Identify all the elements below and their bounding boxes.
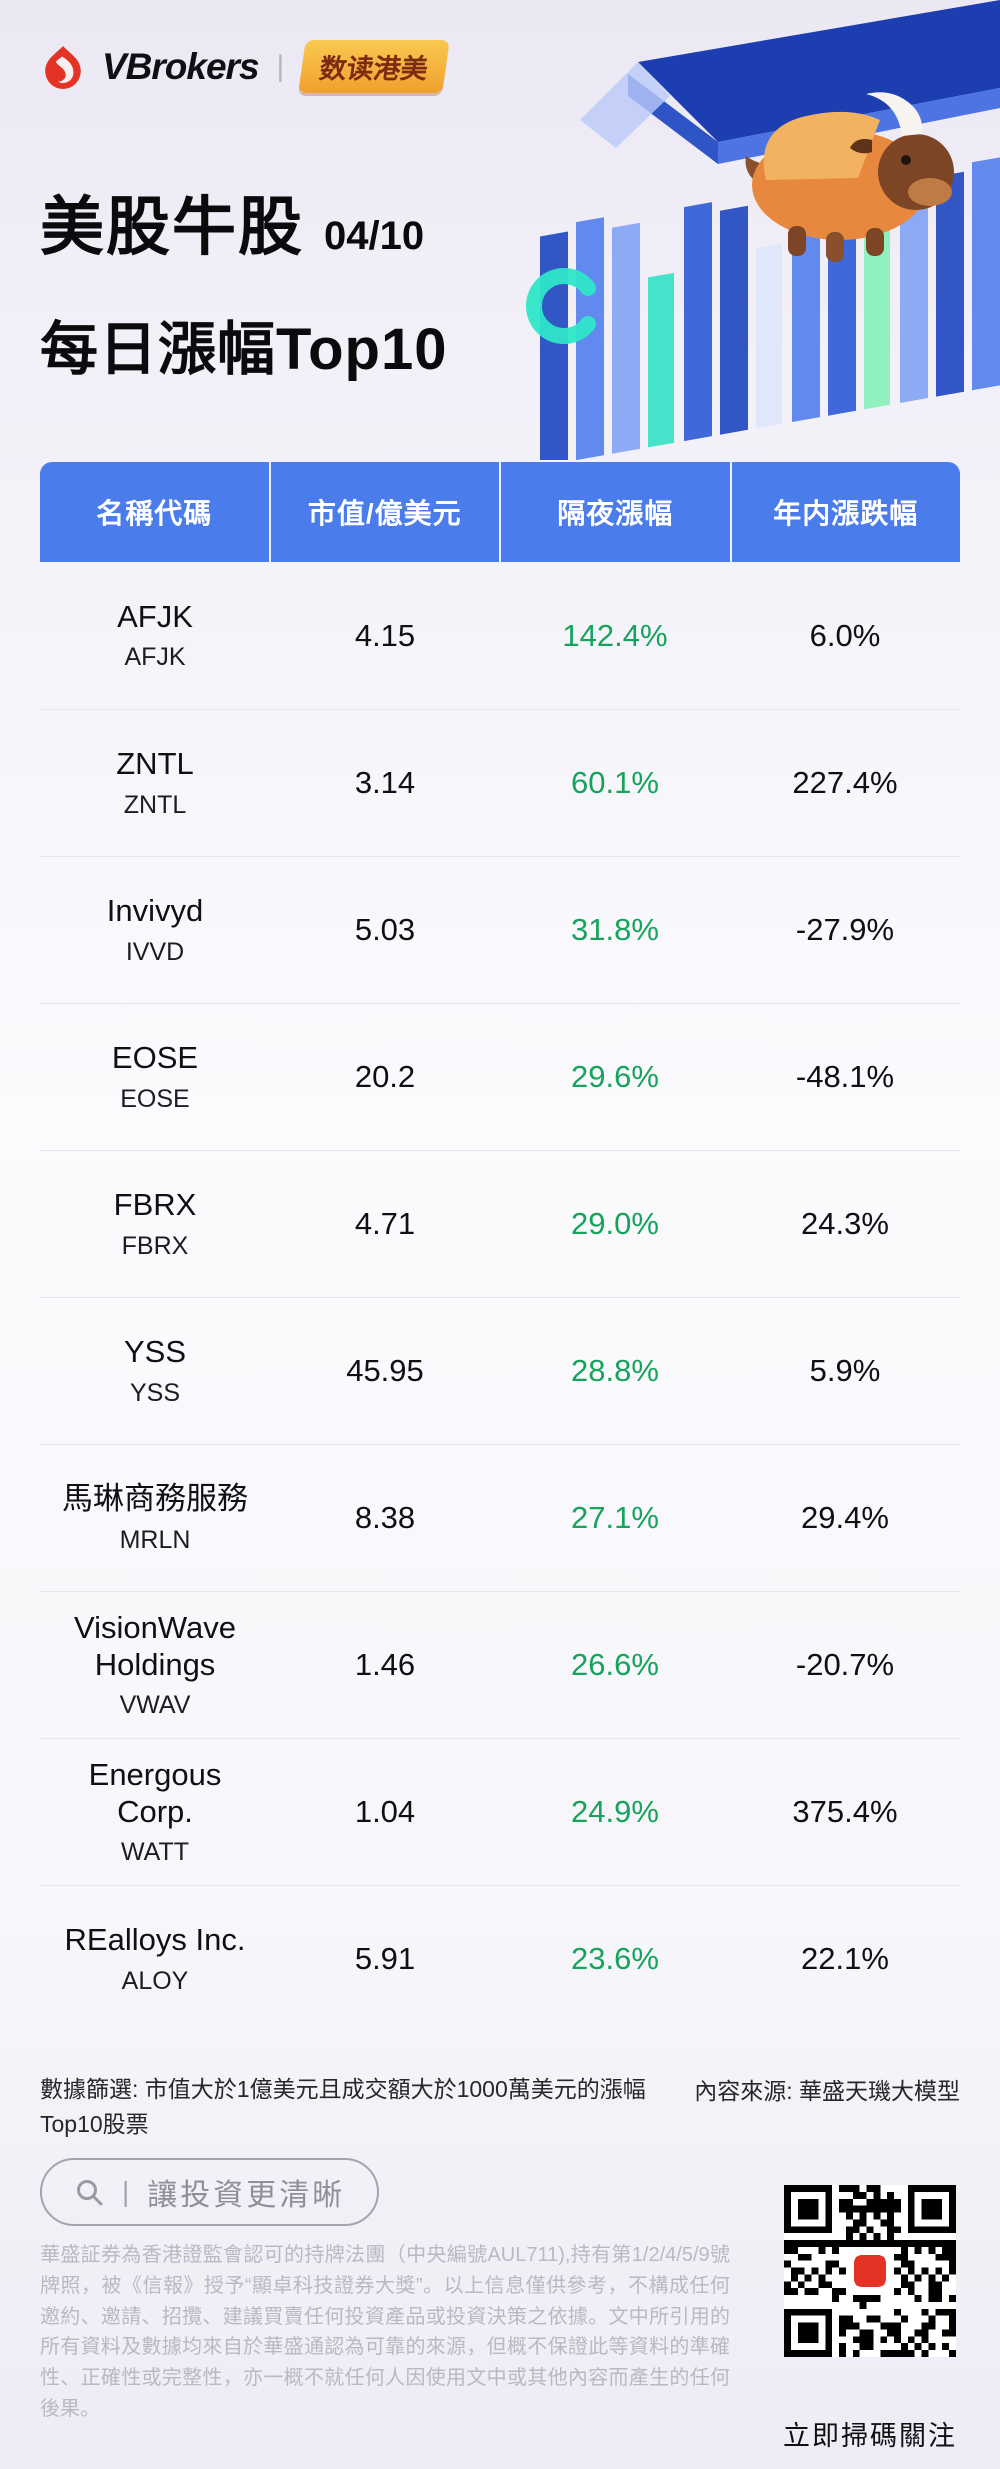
- ytd-change: -20.7%: [795, 1647, 895, 1682]
- market-cap: 5.91: [354, 1941, 416, 1976]
- stock-name: FBRX: [113, 1187, 197, 1223]
- stock-ticker: WATT: [120, 1838, 190, 1867]
- market-cap: 1.46: [354, 1647, 416, 1682]
- ytd-change: 6.0%: [809, 617, 881, 653]
- table-row: 馬琳商務服務 MRLN 8.38 27.1% 29.4%: [40, 1444, 960, 1591]
- stock-ticker: EOSE: [120, 1084, 190, 1113]
- ytd-change: 29.4%: [801, 1500, 889, 1535]
- market-cap: 5.03: [354, 912, 416, 947]
- market-cap: 4.15: [354, 617, 416, 653]
- overnight-change: 28.8%: [571, 1353, 659, 1388]
- overnight-change: 23.6%: [571, 1941, 659, 1976]
- bull-building-illustration: [526, 0, 1000, 460]
- qr-caption: 立即掃碼關注: [783, 2421, 957, 2451]
- qr-column: 立即掃碼關注: [780, 2185, 960, 2453]
- table-row: YSS YSS 45.95 28.8% 5.9%: [40, 1297, 960, 1444]
- brand-name: VBrokers: [102, 45, 260, 87]
- stock-name: VisionWave Holdings: [74, 1609, 236, 1682]
- col-header-overnight: 隔夜漲幅: [499, 462, 730, 562]
- overnight-change: 24.9%: [571, 1794, 659, 1829]
- page-title: 美股牛股: [40, 191, 304, 263]
- stock-ticker: ZNTL: [123, 790, 187, 819]
- table-row: EOSE EOSE 20.2 29.6% -48.1%: [40, 1003, 960, 1150]
- market-cap: 1.04: [354, 1794, 416, 1829]
- brand-badge: 数读港美: [298, 40, 451, 93]
- stock-name: Energous Corp.: [88, 1756, 222, 1829]
- market-cap: 45.95: [346, 1353, 424, 1388]
- gainers-table: 名稱代碼 市值/億美元 隔夜漲幅 年内漲跌幅 AFJK AFJK 4.15 14…: [40, 462, 960, 2032]
- title-date: 04/10: [324, 214, 425, 258]
- table-row: VisionWave Holdings VWAV 1.46 26.6% -20.…: [40, 1591, 960, 1738]
- col-header-ytd: 年内漲跌幅: [729, 462, 961, 562]
- disclaimer-text: 華盛証券為香港證監會認可的持牌法團（中央編號AUL711),持有第1/2/4/5…: [40, 2244, 730, 2420]
- overnight-change: 31.8%: [571, 912, 659, 947]
- ytd-change: 227.4%: [792, 765, 898, 800]
- table-row: ZNTL ZNTL 3.14 60.1% 227.4%: [40, 709, 960, 856]
- market-cap: 8.38: [354, 1500, 416, 1535]
- data-filter-note: 數據篩選: 市值大於1億美元且成交額大於1000萬美元的漲幅Top10股票: [40, 2076, 646, 2137]
- stock-ticker: IVVD: [125, 937, 185, 966]
- brand-divider: |: [276, 49, 285, 83]
- stock-ticker: AFJK: [124, 643, 186, 672]
- slogan-text: 讓投資更清晰: [147, 2179, 346, 2212]
- col-header-name: 名稱代碼: [96, 498, 213, 529]
- overnight-change: 26.6%: [571, 1647, 659, 1682]
- table-body: AFJK AFJK 4.15 142.4% 6.0% ZNTL ZNTL 3.1…: [40, 562, 960, 2032]
- stock-name: Invivyd: [106, 893, 204, 929]
- stock-ticker: MRLN: [119, 1525, 191, 1554]
- stock-ticker: ALOY: [121, 1966, 189, 1995]
- content-source-note: 內容來源: 華盛天璣大模型: [694, 2078, 960, 2104]
- col-header-marketcap: 市值/億美元: [268, 462, 500, 562]
- stock-name: AFJK: [117, 598, 193, 634]
- overnight-change: 29.6%: [571, 1059, 659, 1094]
- table-row: Invivyd IVVD 5.03 31.8% -27.9%: [40, 856, 960, 1003]
- stock-name: 馬琳商務服務: [62, 1481, 248, 1517]
- ytd-change: 375.4%: [792, 1794, 898, 1829]
- overnight-change: 142.4%: [562, 617, 668, 653]
- market-cap: 4.71: [354, 1206, 416, 1241]
- stock-name: ZNTL: [116, 746, 194, 782]
- stock-name: EOSE: [111, 1040, 199, 1076]
- ytd-change: -27.9%: [795, 912, 895, 947]
- table-row: REalloys Inc. ALOY 5.91 23.6% 22.1%: [40, 1885, 960, 2032]
- ytd-change: 22.1%: [801, 1941, 889, 1976]
- pill-divider: |: [122, 2176, 130, 2207]
- title-block: 美股牛股 04/10 每日漲幅Top10: [40, 176, 448, 386]
- stock-ticker: YSS: [129, 1378, 181, 1407]
- qr-code: [784, 2185, 956, 2357]
- ytd-change: 24.3%: [801, 1206, 889, 1241]
- market-cap: 20.2: [354, 1059, 416, 1094]
- table-header: 名稱代碼 市值/億美元 隔夜漲幅 年内漲跌幅: [40, 462, 960, 562]
- page-subtitle: 每日漲幅Top10: [40, 317, 448, 382]
- magnifier-icon: [77, 2180, 103, 2206]
- notes-row: 數據篩選: 市值大於1億美元且成交額大於1000萬美元的漲幅Top10股票 內容…: [40, 2072, 960, 2141]
- stock-name: YSS: [123, 1334, 187, 1370]
- overnight-change: 27.1%: [571, 1500, 659, 1535]
- qr-center-logo: [848, 2249, 892, 2293]
- stock-ticker: VWAV: [119, 1691, 191, 1720]
- brand-row: VBrokers | 数读港美: [40, 40, 451, 93]
- slogan-pill: | 讓投資更清晰: [40, 2158, 380, 2226]
- overnight-change: 29.0%: [571, 1206, 659, 1241]
- table-row: FBRX FBRX 4.71 29.0% 24.3%: [40, 1150, 960, 1297]
- stock-ticker: FBRX: [121, 1231, 189, 1260]
- stock-name: REalloys Inc.: [64, 1922, 246, 1958]
- overnight-change: 60.1%: [571, 765, 659, 800]
- vbrokers-flame-icon: [45, 45, 81, 89]
- ytd-change: 5.9%: [809, 1353, 881, 1388]
- ytd-change: -48.1%: [795, 1059, 895, 1094]
- market-cap: 3.14: [354, 765, 416, 800]
- table-row: Energous Corp. WATT 1.04 24.9% 375.4%: [40, 1738, 960, 1885]
- table-row: AFJK AFJK 4.15 142.4% 6.0%: [40, 562, 960, 709]
- bull-mascot: [745, 92, 954, 262]
